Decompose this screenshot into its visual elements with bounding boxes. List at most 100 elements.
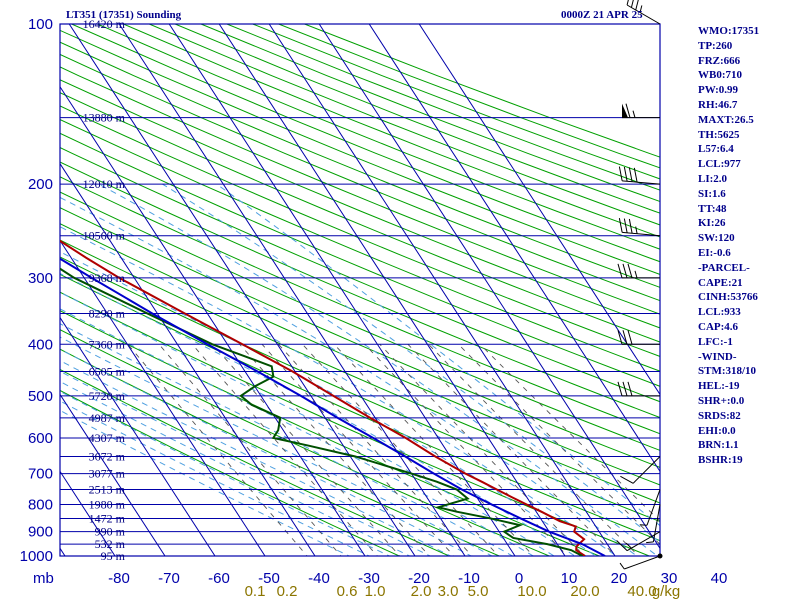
wind-barb-flag: [628, 167, 633, 182]
moist-adiabat-line: [60, 409, 351, 556]
mixing-ratio-label: 10.0: [517, 583, 546, 600]
wind-barb-flag: [635, 0, 639, 11]
pressure-tick-label: 200: [28, 176, 53, 193]
dry-adiabat-line: [60, 348, 501, 556]
temperature-tick-label: -70: [158, 570, 180, 587]
wind-barb-flag: [616, 540, 628, 552]
pressure-tick-label: 400: [28, 336, 53, 353]
height-label: 1980 m: [89, 497, 126, 511]
dry-adiabat-line: [97, 24, 660, 250]
index-item: EI:-0.6: [698, 246, 731, 259]
wind-barb-half-flag: [639, 524, 648, 526]
dry-adiabat-line: [71, 24, 660, 263]
dry-adiabat-line: [60, 105, 660, 358]
wind-barb-flag: [627, 263, 633, 278]
moist-adiabat-line: [60, 272, 576, 556]
height-label: 10560 m: [83, 229, 126, 243]
height-label: 4987 m: [89, 411, 126, 425]
wind-barb-flag: [620, 475, 634, 484]
parcel-path-line: [60, 257, 606, 556]
height-label: 532 m: [95, 537, 126, 551]
mixing-ratio-line: [239, 343, 430, 556]
pressure-tick-label: 100: [28, 16, 53, 33]
pressure-tick-label: 600: [28, 430, 53, 447]
wind-barb-flag: [627, 330, 633, 345]
mixing-ratio-line: [458, 343, 660, 545]
height-label: 9368 m: [89, 271, 126, 285]
dry-adiabat-line: [60, 223, 660, 486]
wind-barb-staff: [632, 456, 661, 484]
wind-barb-staff: [626, 531, 661, 552]
dry-adiabat-line: [60, 66, 660, 315]
height-label: 3672 m: [89, 449, 126, 463]
isotherm-line: [60, 85, 366, 556]
isotherm-line: [368, 24, 660, 473]
mixing-ratio-line: [407, 343, 617, 556]
pressure-unit-label: mb: [33, 570, 54, 587]
surface-wind-dot: [657, 553, 663, 559]
mixing-ratio-label: 5.0: [468, 583, 489, 600]
mixing-ratio-line: [127, 344, 308, 556]
temperature-tick-label: 10: [561, 570, 578, 587]
dry-adiabat-line: [60, 239, 660, 504]
wind-barb-flag: [622, 381, 628, 396]
pressure-tick-label: 800: [28, 496, 53, 513]
wind-barb-flag: [618, 218, 623, 233]
mixing-ratio-label: 20.0: [570, 583, 599, 600]
dry-adiabat-line: [60, 161, 660, 419]
dry-adiabat-line: [60, 207, 660, 468]
mixing-ratio-label: 0.2: [277, 583, 298, 600]
wind-barb: [617, 263, 660, 279]
wind-barb-pennant: [622, 103, 628, 118]
index-item: EHI:0.0: [698, 424, 736, 437]
moist-adiabat-line: [98, 183, 659, 556]
mixing-ratio-line: [302, 343, 500, 556]
mixing-ratio-label: 1.0: [365, 583, 386, 600]
isotherm-line: [60, 393, 166, 556]
index-item: SRDS:82: [698, 409, 741, 422]
mixing-ratio-label: g/kg: [652, 583, 680, 600]
wind-barb-flag: [617, 263, 623, 278]
index-item: FRZ:666: [698, 54, 741, 67]
temperature-tick-label: 40: [711, 570, 728, 587]
wind-barbs: [616, 0, 663, 570]
wind-barb: [618, 218, 661, 237]
wind-barb-flag: [633, 167, 638, 183]
wind-barb: [646, 504, 661, 544]
dry-adiabat-line: [60, 92, 660, 343]
index-item: WMO:17351: [698, 25, 760, 37]
wind-barb-flag: [623, 166, 628, 182]
height-label: 6505 m: [89, 365, 126, 379]
dry-adiabat-line: [60, 119, 660, 372]
height-label: 13880 m: [83, 111, 126, 125]
mixing-ratio-line: [158, 344, 342, 556]
index-item: CAP:4.6: [698, 320, 739, 333]
wind-barb-half-flag: [619, 562, 625, 570]
dry-adiabat-line: [60, 41, 660, 288]
moist-adiabat-line: [216, 183, 660, 527]
temperature-tick-label: -10: [458, 570, 480, 587]
stability-indices-list: WMO:17351 TP:260 FRZ:666 WB0:710 PW:0.99 RH:4…: [698, 24, 759, 468]
height-label: 95 m: [101, 549, 126, 563]
isobar-lines: [59, 23, 661, 557]
dry-adiabat-line: [60, 310, 601, 556]
index-item: CINH:53766: [698, 291, 758, 304]
pressure-tick-label: 1000: [20, 548, 53, 565]
moist-adiabat-line: [60, 360, 452, 556]
wind-barb: [617, 330, 660, 345]
wind-barb-half-flag: [635, 226, 638, 234]
index-item: LCL:977: [698, 158, 741, 171]
plot-frame: [59, 23, 661, 557]
dry-adiabat-line: [60, 389, 401, 556]
isotherm-line: [318, 24, 660, 550]
moist-adiabat-line: [162, 183, 660, 543]
wind-barb: [619, 555, 661, 570]
isotherm-line: [0, 24, 22, 567]
mixing-ratio-line: [479, 343, 660, 522]
mixing-ratio-line: [261, 343, 455, 556]
height-label: 1472 m: [89, 511, 126, 525]
moist-adiabat-line: [60, 226, 618, 556]
mixing-ratio-line: [379, 343, 585, 556]
isotherm-line: [68, 24, 416, 556]
background-grid: [0, 24, 660, 567]
